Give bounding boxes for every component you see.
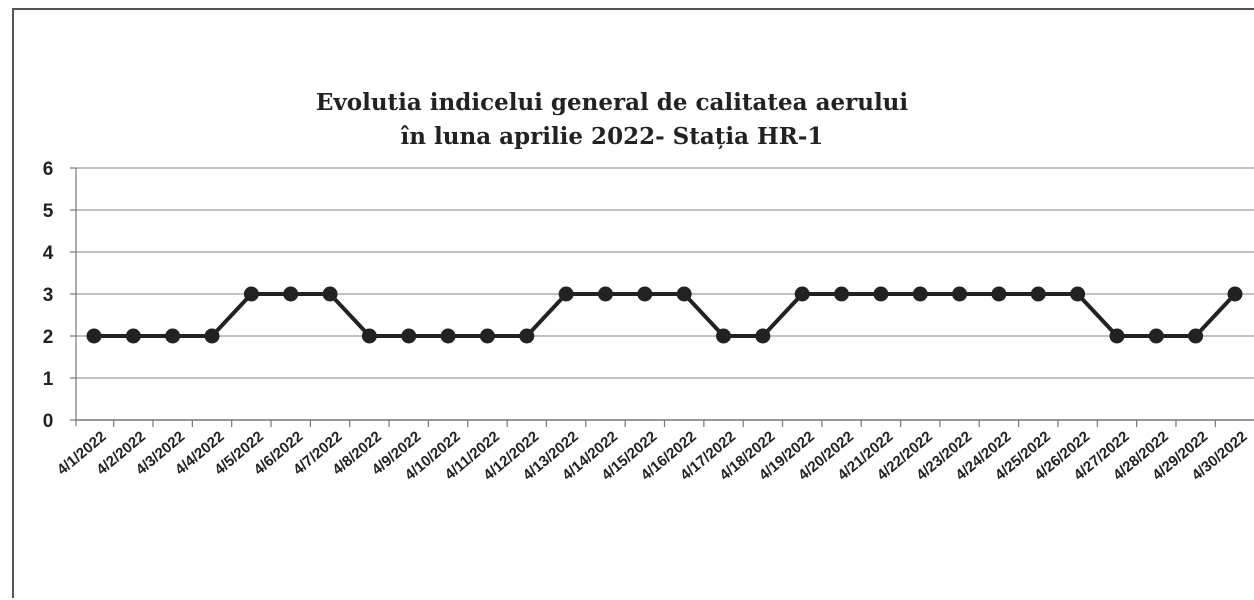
data-point (794, 286, 810, 302)
ytick-label: 3 (43, 285, 54, 306)
data-point (519, 328, 535, 344)
x-axis-ticks: 4/1/20224/2/20224/3/20224/4/20224/5/2022… (54, 420, 1251, 484)
data-point (637, 286, 653, 302)
data-point (952, 286, 968, 302)
y-axis-ticks: 0 1 2 3 4 5 6 (43, 159, 54, 432)
data-point (755, 328, 771, 344)
data-point (204, 328, 220, 344)
chart-title: Evolutia indicelui general de calitatea … (316, 89, 909, 116)
data-point (125, 328, 141, 344)
data-point (479, 328, 495, 344)
ytick-label: 4 (43, 243, 54, 264)
data-point (991, 286, 1007, 302)
data-point (86, 328, 102, 344)
data-point (1188, 328, 1204, 344)
data-point (873, 286, 889, 302)
ytick-label: 0 (43, 411, 54, 432)
data-point (1148, 328, 1164, 344)
data-point (676, 286, 692, 302)
ytick-label: 1 (43, 369, 54, 390)
data-point (558, 286, 574, 302)
chart-subtitle: în luna aprilie 2022- Stația HR-1 (401, 123, 824, 150)
ytick-label: 5 (43, 201, 54, 222)
data-point (361, 328, 377, 344)
data-point (243, 286, 259, 302)
data-point (597, 286, 613, 302)
chart-frame: Evolutia indicelui general de calitatea … (12, 8, 1254, 598)
chart-svg: Evolutia indicelui general de calitatea … (43, 89, 1254, 484)
data-point (440, 328, 456, 344)
ytick-label: 2 (43, 327, 54, 348)
series-layer (86, 286, 1243, 344)
data-point (834, 286, 850, 302)
data-point (912, 286, 928, 302)
data-point (165, 328, 181, 344)
data-point (401, 328, 417, 344)
data-point (322, 286, 338, 302)
data-point (283, 286, 299, 302)
ytick-label: 6 (43, 159, 54, 180)
data-point (716, 328, 732, 344)
data-point (1070, 286, 1086, 302)
data-point (1227, 286, 1243, 302)
data-point (1030, 286, 1046, 302)
data-point (1109, 328, 1125, 344)
